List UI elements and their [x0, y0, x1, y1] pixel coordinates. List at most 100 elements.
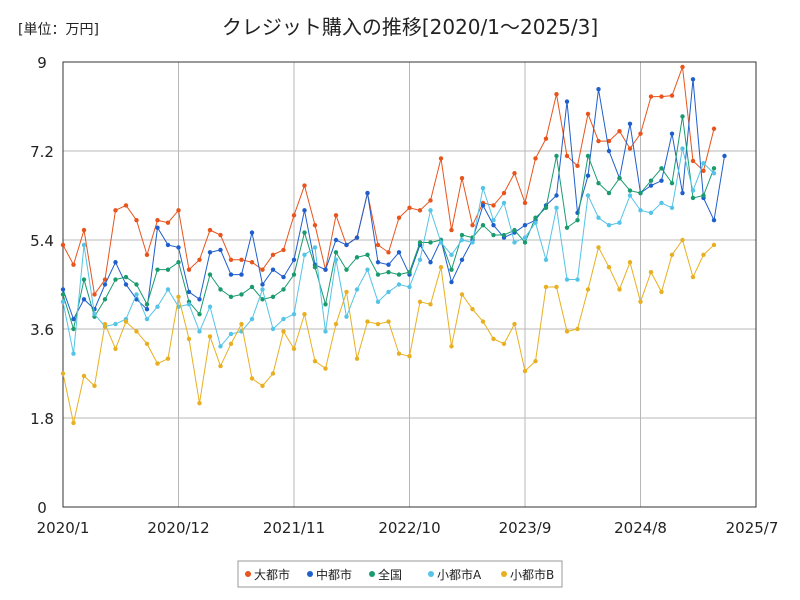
data-point	[617, 175, 622, 181]
data-point	[491, 336, 496, 342]
data-point	[365, 252, 370, 258]
data-point	[564, 153, 570, 159]
data-point	[522, 200, 528, 206]
data-point	[81, 227, 87, 233]
legend-marker	[307, 571, 313, 577]
data-point	[354, 356, 360, 361]
series-line	[62, 238, 715, 424]
data-point	[417, 257, 423, 262]
data-point	[354, 255, 360, 260]
data-point	[680, 146, 685, 151]
data-point	[701, 252, 706, 258]
data-point	[176, 245, 181, 250]
data-point	[218, 247, 223, 253]
data-point	[459, 237, 465, 243]
data-point	[291, 213, 297, 218]
data-point	[680, 237, 685, 243]
data-point	[480, 185, 486, 191]
data-point	[302, 230, 307, 235]
data-point	[144, 307, 150, 312]
data-point	[165, 267, 171, 272]
data-point	[333, 321, 339, 327]
data-point	[144, 341, 150, 347]
data-point	[270, 267, 276, 272]
data-point	[365, 267, 370, 272]
data-point	[249, 316, 255, 322]
data-point	[554, 284, 559, 290]
legend-marker	[428, 571, 434, 577]
data-point	[638, 131, 643, 136]
data-point	[333, 213, 339, 218]
data-point	[71, 316, 76, 322]
unit-label: [単位：万円]	[18, 22, 99, 38]
data-point	[690, 188, 696, 193]
data-point	[102, 297, 108, 302]
data-point	[260, 287, 265, 292]
data-point	[417, 208, 423, 213]
data-point	[480, 319, 486, 324]
data-point	[438, 240, 444, 245]
data-point	[491, 222, 496, 228]
data-point	[690, 195, 696, 201]
data-point	[564, 277, 570, 282]
data-point	[281, 247, 286, 253]
data-point	[627, 193, 633, 198]
data-point	[554, 91, 559, 97]
data-point	[564, 329, 570, 334]
x-tick-label: 2021/11	[263, 519, 325, 537]
data-point	[711, 242, 717, 248]
data-point	[428, 260, 433, 265]
data-point	[281, 316, 286, 322]
data-point	[459, 175, 465, 181]
data-point	[113, 277, 118, 282]
data-point	[123, 274, 129, 280]
data-point	[606, 264, 612, 270]
data-point	[669, 131, 675, 136]
data-point	[312, 264, 318, 270]
legend-label: 全国	[378, 567, 402, 582]
data-point	[302, 183, 307, 188]
data-point	[690, 274, 696, 280]
legend-box	[237, 560, 563, 588]
data-point	[449, 279, 454, 285]
data-point	[60, 371, 66, 376]
series-5	[60, 237, 717, 426]
data-point	[186, 302, 192, 307]
data-point	[102, 277, 108, 282]
data-point	[638, 299, 643, 305]
data-point	[260, 282, 265, 287]
data-point	[659, 94, 664, 99]
data-point	[228, 257, 234, 262]
data-point	[281, 287, 286, 292]
data-point	[711, 171, 717, 176]
data-point	[407, 205, 412, 211]
y-tick-label: 7.2	[30, 143, 54, 161]
series-line	[62, 79, 725, 321]
data-point	[575, 218, 580, 223]
legend-label: 大都市	[254, 567, 290, 582]
data-point	[575, 326, 580, 332]
data-point	[270, 252, 276, 258]
y-axis-ticks: 0 1.8 3.6 5.4 7.2 9	[30, 54, 54, 517]
data-point	[302, 311, 307, 317]
data-point	[690, 77, 696, 82]
data-point	[165, 242, 171, 248]
data-point	[512, 321, 517, 327]
data-point	[522, 368, 528, 374]
data-point	[165, 356, 171, 361]
data-point	[501, 190, 507, 196]
data-point	[155, 218, 160, 223]
data-point	[648, 94, 654, 99]
y-tick-label: 5.4	[30, 232, 54, 250]
data-point	[71, 262, 76, 267]
data-point	[102, 321, 108, 327]
data-point	[207, 304, 213, 309]
data-point	[522, 235, 528, 240]
data-point	[302, 208, 307, 213]
x-tick-label: 2022/10	[378, 519, 440, 537]
data-point	[386, 289, 391, 295]
data-point	[606, 190, 612, 196]
data-point	[228, 331, 234, 337]
data-point	[228, 272, 234, 277]
data-point	[81, 297, 87, 302]
